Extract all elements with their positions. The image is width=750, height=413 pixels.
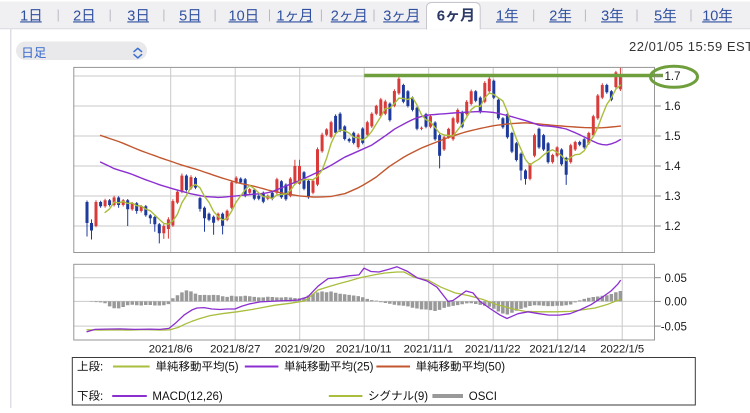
svg-text:10: 10 <box>702 8 718 24</box>
svg-text:OSCI: OSCI <box>469 391 497 403</box>
svg-text:6: 6 <box>437 7 445 24</box>
svg-text:(9): (9) <box>414 391 428 403</box>
svg-text:22/01/05 15:59 EST: 22/01/05 15:59 EST <box>629 39 750 54</box>
svg-text:(25): (25) <box>353 361 374 373</box>
svg-text:1.6: 1.6 <box>665 101 681 113</box>
svg-text:(5): (5) <box>225 361 239 373</box>
svg-text:2021/8/27: 2021/8/27 <box>210 344 260 356</box>
svg-text:2: 2 <box>549 8 557 24</box>
svg-text:1.5: 1.5 <box>665 131 681 143</box>
svg-text:1: 1 <box>277 8 285 24</box>
svg-text:2021/9/20: 2021/9/20 <box>275 344 325 356</box>
svg-text:3: 3 <box>127 8 135 24</box>
svg-text:0.00: 0.00 <box>665 297 687 309</box>
svg-text::: : <box>100 391 103 403</box>
svg-text:2: 2 <box>73 8 81 24</box>
svg-text:2021/10/11: 2021/10/11 <box>336 344 392 356</box>
svg-text:2022/1/5: 2022/1/5 <box>600 344 644 356</box>
svg-text:5: 5 <box>179 8 187 24</box>
svg-text:2021/11/1: 2021/11/1 <box>404 344 453 356</box>
svg-text:1.2: 1.2 <box>665 221 681 233</box>
svg-text:2021/11/22: 2021/11/22 <box>465 344 521 356</box>
svg-text:0.05: 0.05 <box>665 273 687 285</box>
svg-text:2021/8/6: 2021/8/6 <box>149 344 193 356</box>
svg-text:1.7: 1.7 <box>665 71 681 83</box>
svg-text:1: 1 <box>20 8 28 24</box>
svg-text:2021/12/14: 2021/12/14 <box>529 344 586 356</box>
svg-text:10: 10 <box>229 8 245 24</box>
svg-text:-0.05: -0.05 <box>661 321 687 333</box>
svg-text:1.4: 1.4 <box>665 161 682 173</box>
svg-text:2: 2 <box>331 8 339 24</box>
svg-text:3: 3 <box>383 8 391 24</box>
svg-text:1: 1 <box>496 8 504 24</box>
svg-text:5: 5 <box>654 8 662 24</box>
svg-text:1.3: 1.3 <box>665 191 681 203</box>
svg-text:(50): (50) <box>485 361 506 373</box>
svg-text::: : <box>100 361 103 373</box>
svg-text:MACD(12,26): MACD(12,26) <box>152 391 222 403</box>
svg-text:3: 3 <box>601 8 609 24</box>
